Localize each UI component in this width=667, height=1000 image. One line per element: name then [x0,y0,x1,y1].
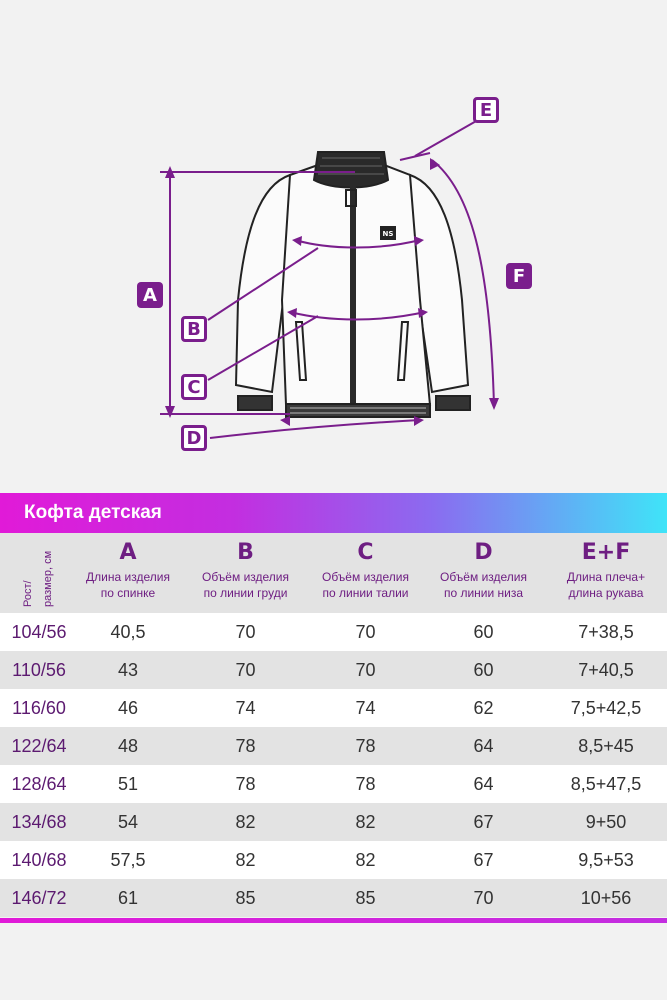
table-row: 110/56 43 70 70 60 7+40,5 [0,651,667,689]
table-row: 104/56 40,5 70 70 60 7+38,5 [0,613,667,651]
label-e: E [473,97,499,123]
footer-accent-line [0,918,667,923]
label-b: B [181,316,207,342]
label-c: C [181,374,207,400]
column-header-ef: E+F Длина плеча+ длина рукава [566,540,646,601]
table-row: 128/64 51 78 78 64 8,5+47,5 [0,765,667,803]
jacket-drawing: NS [160,119,499,439]
hem-band [285,403,431,418]
right-cuff [435,395,471,411]
label-f: F [506,263,532,289]
table-row: 140/68 57,5 82 82 67 9,5+53 [0,841,667,879]
label-d: D [181,425,207,451]
page-bottom [0,923,667,1000]
table-row: 134/68 54 82 82 67 9+50 [0,803,667,841]
table-row: 146/72 61 85 85 70 10+56 [0,879,667,917]
logo-patch [380,226,396,240]
zipper [350,182,356,404]
left-pocket [294,321,308,381]
size-table: Рост/ размер, см A Длина изделия по спинк… [0,533,667,917]
right-pocket [396,321,410,381]
size-column-header: Рост/ размер, см [22,550,54,607]
logo-text: NS [383,230,394,238]
label-a: A [137,282,163,308]
table-row: 122/64 48 78 78 64 8,5+45 [0,727,667,765]
column-header-a: A Длина изделия по спинке [86,540,170,601]
table-row: 116/60 46 74 74 62 7,5+42,5 [0,689,667,727]
left-cuff [237,395,273,411]
zipper-pull [345,189,357,207]
column-header-c: C Объём изделия по линии талии [322,540,409,601]
table-header: Рост/ размер, см A Длина изделия по спинк… [0,533,667,613]
column-header-d: D Объём изделия по линии низа [440,540,527,601]
title-banner: Кофта детская [0,493,667,533]
jacket-measurement-diagram: NS [0,0,667,492]
product-title: Кофта детская [24,502,162,523]
column-header-b: B Объём изделия по линии груди [202,540,289,601]
